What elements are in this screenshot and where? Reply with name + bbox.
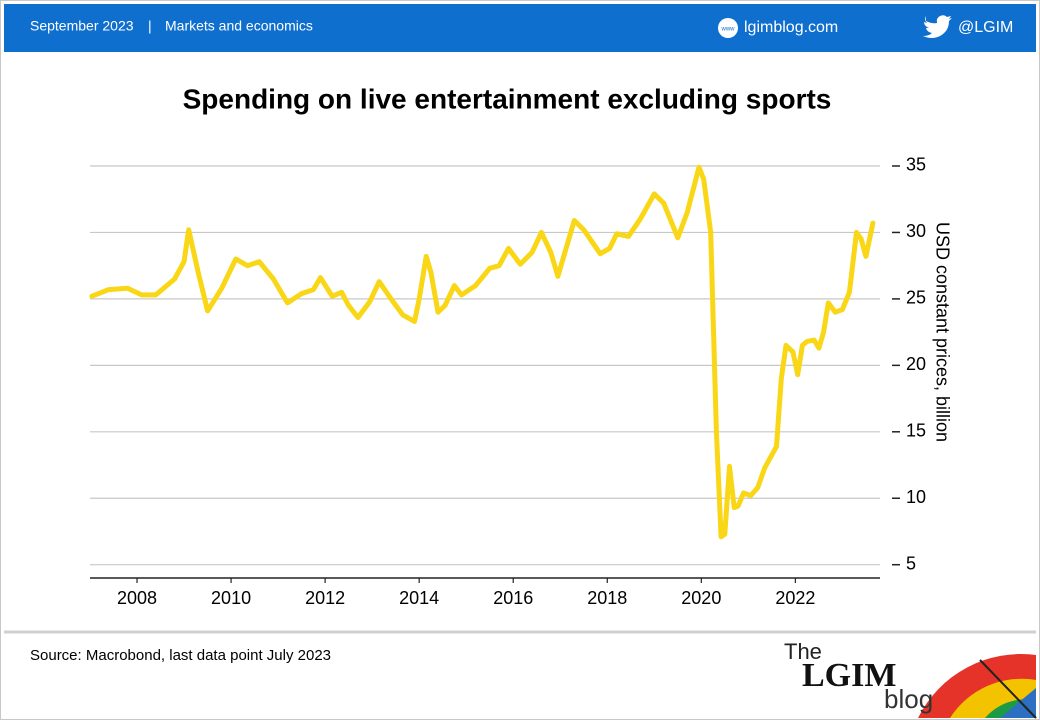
footer-source: Source: Macrobond, last data point July … [30,647,331,664]
logo: The LGIM blog [784,639,1037,719]
header-site[interactable]: lgimblog.com [744,19,838,36]
x-tick-label: 2020 [681,588,721,608]
umbrella-blue [1000,688,1036,718]
header-separator: | [148,18,152,34]
chart-title: Spending on live entertainment excluding… [183,83,832,114]
x-tick-label: 2014 [399,588,439,608]
header-handle[interactable]: @LGIM [958,19,1013,36]
x-tick-label: 2010 [211,588,251,608]
y-tick-label: 30 [906,221,926,241]
twitter-icon [923,15,952,38]
x-tick-label: 2018 [587,588,627,608]
header-bar [4,4,1036,52]
y-axis-label: USD constant prices, billion [932,222,952,442]
y-tick-label: 5 [906,553,916,573]
web-icon [718,18,738,38]
y-tick-label: 35 [906,155,926,175]
y-tick-label: 20 [906,354,926,374]
y-tick-label: 25 [906,288,926,308]
logo-the: The [784,639,822,664]
y-tick-label: 15 [906,421,926,441]
header-date: September 2023 [30,18,134,34]
x-tick-label: 2012 [305,588,345,608]
umbrella-shaft [979,659,1037,719]
logo-name: LGIM [802,657,896,694]
header-section[interactable]: Markets and economics [165,18,313,34]
x-tick-label: 2008 [117,588,157,608]
y-tick-label: 10 [906,487,926,507]
line-series [89,164,876,540]
x-tick-label: 2022 [775,588,815,608]
x-tick-label: 2016 [493,588,533,608]
web-icon-text: www [721,27,736,33]
logo-blog: blog [884,684,933,714]
